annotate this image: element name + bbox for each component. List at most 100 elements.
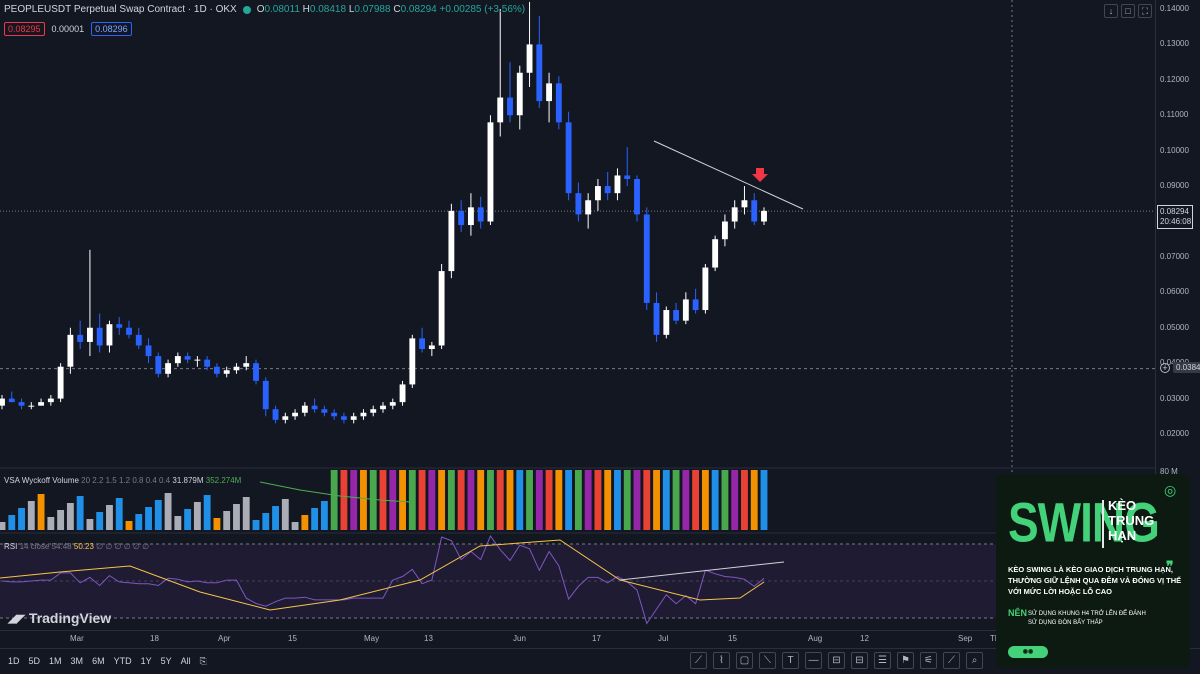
volume-bar bbox=[653, 470, 660, 530]
candle-body bbox=[721, 221, 728, 240]
promo-divider bbox=[1102, 500, 1104, 548]
plus-icon[interactable]: + bbox=[1160, 362, 1170, 373]
fullscreen-icon[interactable]: ⛶ bbox=[1138, 4, 1152, 18]
timeframe-5d-button[interactable]: 5D bbox=[28, 656, 41, 666]
price-tick: 0.03000 bbox=[1160, 393, 1189, 403]
volume-bar bbox=[692, 470, 700, 530]
time-axis[interactable]: Mar 18 Apr 15 May 13 Jun 17 Jul 15 Aug 12 Sep Th bbox=[0, 630, 1155, 646]
volume-bar bbox=[57, 510, 65, 530]
candle-body bbox=[516, 72, 523, 116]
drawing-tool-12-icon[interactable]: ⌕ bbox=[966, 652, 983, 669]
date-range-icon[interactable]: ⎘ bbox=[199, 656, 207, 666]
timeframe-1m-button[interactable]: 1M bbox=[49, 656, 62, 666]
candle-body bbox=[565, 122, 572, 194]
candle-body bbox=[419, 338, 426, 349]
symbol-title[interactable]: PEOPLEUSDT Perpetual Swap Contract · 1D … bbox=[4, 4, 237, 15]
promo-nen-label: NÊN bbox=[1008, 608, 1028, 618]
volume-bar bbox=[301, 515, 309, 530]
timeframe-all-button[interactable]: All bbox=[180, 656, 191, 666]
price-chart[interactable] bbox=[0, 0, 1155, 630]
sell-price-button[interactable]: 0.08295 bbox=[4, 22, 45, 36]
time-tick: 18 bbox=[150, 634, 159, 643]
volume-bar bbox=[203, 495, 211, 530]
candle-body bbox=[194, 359, 201, 361]
candle-body bbox=[428, 345, 435, 349]
maximize-icon[interactable]: □ bbox=[1121, 4, 1135, 18]
drawing-tool-8-icon[interactable]: ☰ bbox=[874, 652, 891, 669]
quote-icon: ❞ bbox=[1166, 558, 1174, 574]
volume-bar bbox=[731, 470, 739, 530]
volume-bar bbox=[86, 519, 94, 530]
volume-bar bbox=[438, 470, 446, 530]
time-tick: Sep bbox=[958, 634, 973, 643]
candle-body bbox=[67, 334, 74, 367]
tradingview-logo-icon: ◢◤ bbox=[8, 612, 25, 625]
volume-indicator-legend[interactable]: VSA Wyckoff Volume 20 2.2 1.5 1.2 0.8 0.… bbox=[4, 476, 242, 485]
promo-title: SWING bbox=[1008, 491, 1160, 554]
bid-ask: 0.08295 0.00001 0.08296 bbox=[4, 22, 132, 36]
drawing-tool-4-icon[interactable]: T bbox=[782, 652, 799, 669]
volume-bar bbox=[27, 501, 35, 530]
rsi-ma-line bbox=[0, 539, 765, 611]
drawing-tool-3-icon[interactable]: ⟍ bbox=[759, 652, 776, 669]
drawing-tool-6-icon[interactable]: ⊟ bbox=[828, 652, 845, 669]
volume-bar bbox=[662, 470, 670, 530]
time-tick: Mar bbox=[70, 634, 84, 643]
timeframe-1d-button[interactable]: 1D bbox=[8, 656, 20, 666]
drawing-tool-0-icon[interactable]: ⟋ bbox=[690, 652, 707, 669]
timeframe-3m-button[interactable]: 3M bbox=[70, 656, 84, 666]
candle-body bbox=[360, 412, 367, 417]
volume-bar bbox=[418, 470, 426, 530]
volume-bar bbox=[604, 470, 612, 530]
volume-bar bbox=[633, 470, 641, 530]
candle-body bbox=[409, 338, 416, 385]
candle-body bbox=[243, 363, 250, 367]
volume-bar bbox=[223, 511, 231, 530]
drawing-tool-10-icon[interactable]: ⚟ bbox=[920, 652, 937, 669]
volume-bar bbox=[154, 500, 162, 530]
candle-body bbox=[174, 356, 181, 364]
candle-body bbox=[331, 412, 338, 417]
candle-body bbox=[634, 179, 640, 215]
volume-bar bbox=[350, 470, 358, 530]
rsi-indicator-legend[interactable]: RSI 14 close 54.48 50.23 ∅ ∅ ∅ ∅ ∅ ∅ bbox=[4, 542, 150, 551]
volume-bar bbox=[477, 470, 485, 530]
chart-header: PEOPLEUSDT Perpetual Swap Contract · 1D … bbox=[4, 4, 525, 15]
buy-price-button[interactable]: 0.08296 bbox=[91, 22, 132, 36]
volume-bar bbox=[76, 496, 84, 530]
volume-bar bbox=[18, 508, 25, 530]
time-tick: Aug bbox=[808, 634, 823, 643]
time-tick: 13 bbox=[424, 634, 433, 643]
time-tick: 15 bbox=[728, 634, 737, 643]
volume-bar bbox=[0, 522, 6, 530]
drawing-tool-2-icon[interactable]: ▢ bbox=[736, 652, 753, 669]
volume-bar bbox=[8, 515, 16, 530]
drawing-tool-9-icon[interactable]: ⚑ bbox=[897, 652, 914, 669]
collapse-icon[interactable]: ↓ bbox=[1104, 4, 1118, 18]
candle-body bbox=[96, 327, 103, 346]
volume-bar bbox=[457, 470, 465, 530]
drawing-tool-5-icon[interactable]: — bbox=[805, 652, 822, 669]
volume-axis-tick: 80 M bbox=[1160, 467, 1178, 476]
candle-body bbox=[77, 334, 84, 342]
volume-bar bbox=[47, 517, 55, 530]
volume-bar bbox=[37, 494, 45, 530]
volume-bar bbox=[272, 506, 279, 530]
timeframe-5y-button[interactable]: 5Y bbox=[160, 656, 172, 666]
candle-body bbox=[555, 83, 562, 123]
timeframe-1y-button[interactable]: 1Y bbox=[140, 656, 152, 666]
drawing-tool-7-icon[interactable]: ⊟ bbox=[851, 652, 868, 669]
candle-body bbox=[135, 334, 142, 346]
candle-body bbox=[448, 210, 455, 272]
ohlc-readout: O0.08011 H0.08418 L0.07988 C0.08294 +0.0… bbox=[256, 4, 526, 15]
drawing-tools: ⟋ ⌇ ▢ ⟍ T — ⊟ ⊟ ☰ ⚑ ⚟ ⟋ ⌕ bbox=[690, 652, 983, 669]
drawing-tool-11-icon[interactable]: ⟋ bbox=[943, 652, 960, 669]
candle-body bbox=[350, 416, 357, 420]
volume-bar bbox=[516, 470, 524, 530]
candle-body bbox=[38, 402, 45, 406]
timeframe-6m-button[interactable]: 6M bbox=[92, 656, 105, 666]
swing-promo-card: SWING KÈO TRUNG HẠN ◎ ❞ KÈO SWING LÀ KÈO G… bbox=[996, 474, 1190, 668]
drawing-tool-1-icon[interactable]: ⌇ bbox=[713, 652, 730, 669]
timeframe-ytd-button[interactable]: YTD bbox=[113, 656, 132, 666]
candle-body bbox=[145, 345, 152, 357]
